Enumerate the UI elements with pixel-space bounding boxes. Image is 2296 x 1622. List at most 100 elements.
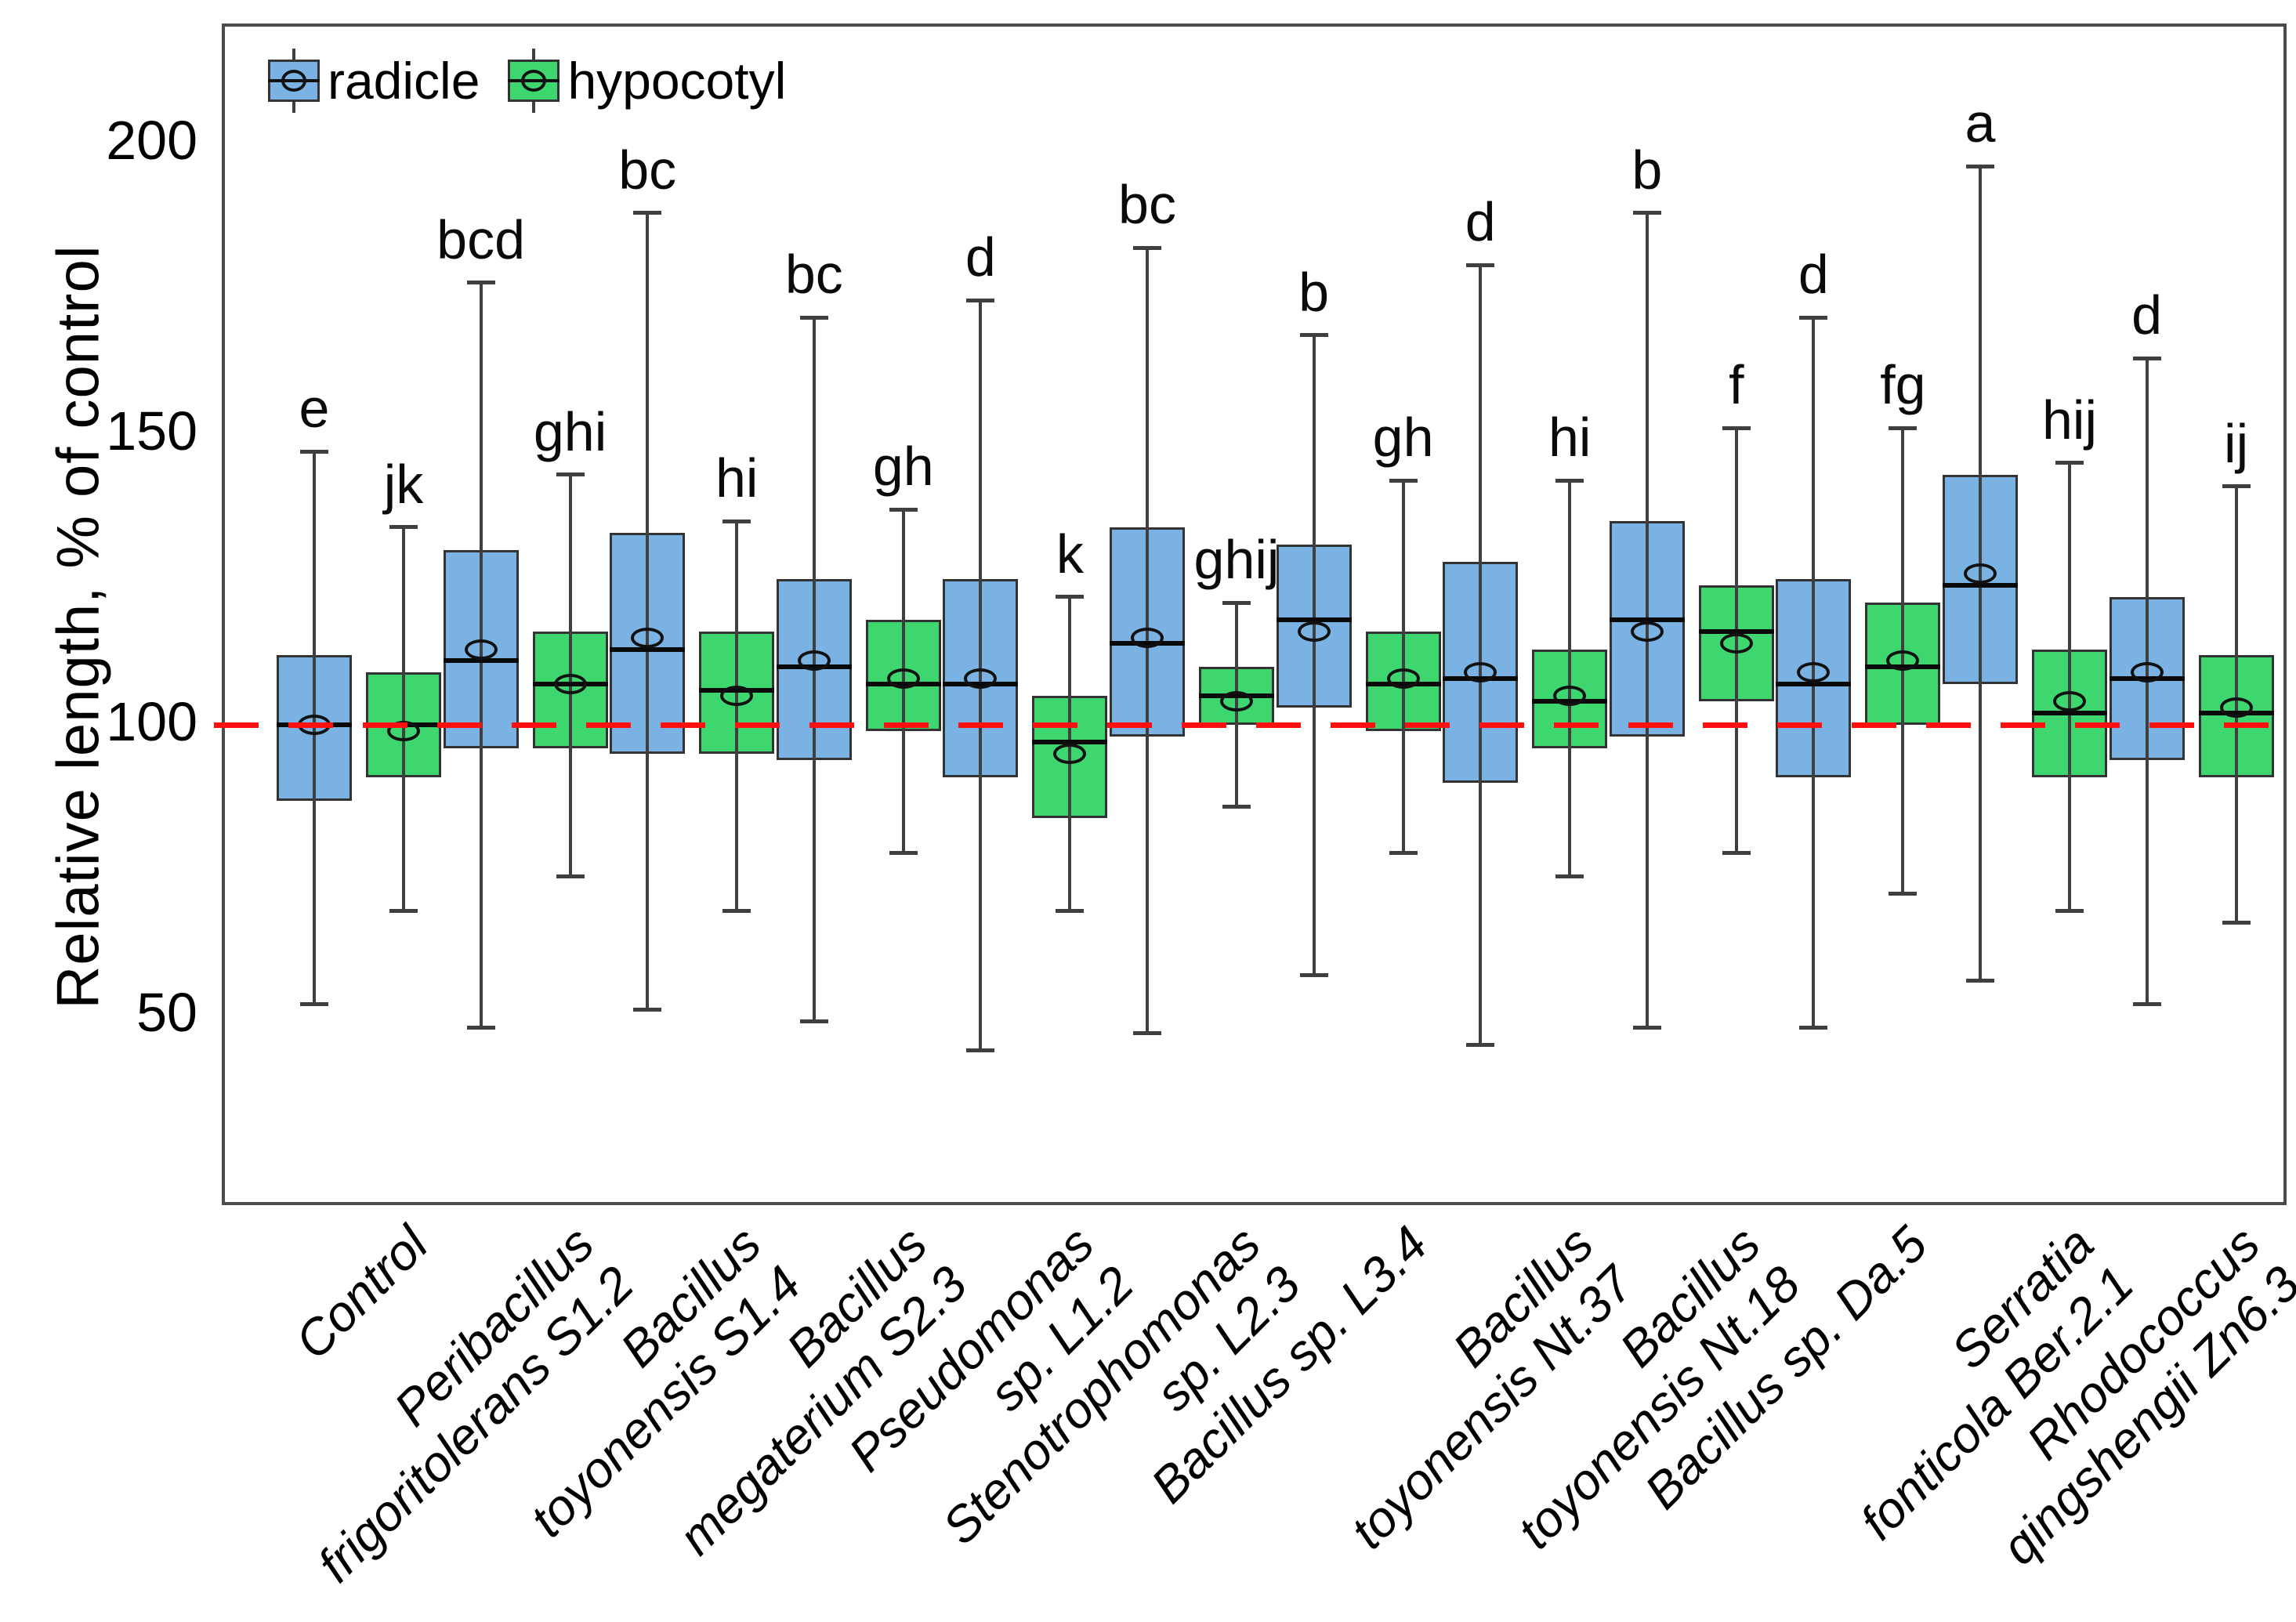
hypocotyl-significance-letter: hi bbox=[715, 447, 759, 509]
radicle-significance-letter: d bbox=[1798, 244, 1829, 306]
y-tick-label: 100 bbox=[106, 691, 197, 753]
radicle-mean-marker bbox=[464, 639, 498, 660]
hypocotyl-significance-letter: ij bbox=[2224, 412, 2249, 474]
radicle-median-line bbox=[1609, 617, 1685, 623]
hypocotyl-mean-marker bbox=[1053, 744, 1087, 765]
hypocotyl-significance-letter: hij bbox=[2041, 389, 2098, 451]
radicle-significance-letter: b bbox=[1631, 139, 1663, 201]
hypocotyl-whisker-cap bbox=[1056, 909, 1085, 914]
radicle-mean-marker bbox=[1464, 662, 1497, 683]
hypocotyl-whisker bbox=[2068, 462, 2071, 911]
hypocotyl-whisker-cap bbox=[1889, 891, 1918, 896]
radicle-whisker-cap bbox=[966, 298, 995, 302]
hypocotyl-whisker-cap bbox=[389, 909, 418, 914]
hypocotyl-whisker-cap bbox=[1555, 874, 1584, 878]
x-tick-label: Control bbox=[284, 1215, 439, 1370]
radicle-whisker-cap bbox=[1966, 164, 1994, 168]
hypocotyl-whisker-cap bbox=[2222, 484, 2251, 489]
radicle-whisker bbox=[1312, 335, 1316, 976]
radicle-whisker-cap bbox=[1632, 1025, 1661, 1030]
y-tick-label: 150 bbox=[106, 400, 197, 462]
hypocotyl-whisker-cap bbox=[889, 850, 918, 855]
hypocotyl-significance-letter: gh bbox=[1372, 407, 1434, 469]
radicle-significance-letter: d bbox=[1465, 191, 1496, 253]
hypocotyl-mean-marker bbox=[553, 674, 587, 695]
hypocotyl-whisker-cap bbox=[556, 472, 585, 477]
hypocotyl-whisker-cap bbox=[2222, 921, 2251, 925]
radicle-whisker-cap bbox=[1299, 972, 1328, 977]
radicle-whisker bbox=[1479, 265, 1483, 1045]
legend-item-radicle: radicle bbox=[268, 49, 480, 113]
radicle-whisker-cap bbox=[300, 449, 328, 454]
y-axis-title: Relative length, % of control bbox=[45, 244, 112, 1009]
hypocotyl-whisker-cap bbox=[1056, 595, 1085, 599]
hypocotyl-mean-marker bbox=[1553, 685, 1587, 706]
reference-line-100pct bbox=[214, 722, 2283, 728]
hypocotyl-significance-letter: f bbox=[1729, 354, 1744, 416]
y-tick-label: 200 bbox=[106, 109, 197, 171]
hypocotyl-significance-letter: ghi bbox=[533, 400, 607, 462]
hypocotyl-whisker bbox=[402, 527, 405, 911]
hypocotyl-whisker-cap bbox=[1889, 425, 1918, 430]
radicle-median-line bbox=[610, 646, 686, 652]
radicle-whisker-cap bbox=[1799, 1025, 1828, 1030]
hypocotyl-significance-letter: ghij bbox=[1193, 529, 1280, 591]
legend-item-hypocotyl: hypocotyl bbox=[508, 49, 787, 113]
hypocotyl-whisker-cap bbox=[556, 874, 585, 878]
legend-label-hypocotyl: hypocotyl bbox=[567, 52, 787, 110]
hypocotyl-whisker-cap bbox=[1222, 600, 1251, 605]
radicle-whisker-cap bbox=[1466, 262, 1495, 267]
hypocotyl-whisker-cap bbox=[2055, 909, 2084, 914]
radicle-whisker-cap bbox=[799, 315, 828, 320]
radicle-significance-letter: bc bbox=[784, 244, 843, 306]
hypocotyl-whisker-cap bbox=[889, 507, 918, 512]
radicle-median-line bbox=[443, 658, 519, 664]
hypocotyl-whisker-cap bbox=[2055, 461, 2084, 465]
radicle-whisker-cap bbox=[466, 281, 495, 285]
radicle-median-line bbox=[1276, 617, 1352, 623]
hypocotyl-whisker-cap bbox=[1555, 478, 1584, 483]
radicle-median-line bbox=[1943, 582, 2018, 588]
radicle-mean-marker bbox=[797, 650, 831, 672]
hypocotyl-whisker-cap bbox=[722, 909, 751, 914]
hypocotyl-mean-marker bbox=[1719, 633, 1753, 654]
hypocotyl-mean-marker bbox=[1386, 668, 1420, 689]
radicle-whisker-cap bbox=[1466, 1043, 1495, 1047]
boxplot-glyph-icon bbox=[508, 49, 560, 113]
hypocotyl-significance-letter: k bbox=[1056, 523, 1084, 585]
radicle-whisker-cap bbox=[1966, 979, 1994, 983]
hypocotyl-mean-marker bbox=[1220, 691, 1253, 712]
radicle-significance-letter: bc bbox=[1118, 174, 1176, 236]
radicle-whisker-cap bbox=[1799, 315, 1828, 320]
hypocotyl-whisker-cap bbox=[1722, 425, 1751, 430]
radicle-whisker-cap bbox=[1299, 333, 1328, 338]
radicle-whisker-cap bbox=[633, 1008, 662, 1012]
radicle-significance-letter: bcd bbox=[436, 208, 526, 270]
radicle-whisker-cap bbox=[799, 1019, 828, 1024]
hypocotyl-whisker-cap bbox=[1389, 478, 1418, 483]
hypocotyl-median-line bbox=[1032, 740, 1108, 745]
legend: radicle hypocotyl bbox=[268, 49, 787, 113]
hypocotyl-whisker bbox=[735, 521, 739, 911]
radicle-median-line bbox=[1776, 682, 1852, 687]
hypocotyl-significance-letter: fg bbox=[1880, 354, 1926, 416]
radicle-whisker-cap bbox=[1133, 1031, 1161, 1036]
radicle-whisker-cap bbox=[2132, 1002, 2161, 1007]
hypocotyl-significance-letter: gh bbox=[872, 436, 934, 498]
radicle-significance-letter: e bbox=[299, 378, 330, 440]
hypocotyl-whisker-cap bbox=[1222, 804, 1251, 809]
y-tick-label: 50 bbox=[136, 982, 197, 1044]
radicle-mean-marker bbox=[1964, 563, 1997, 585]
radicle-significance-letter: d bbox=[965, 226, 996, 288]
hypocotyl-mean-marker bbox=[886, 668, 920, 689]
hypocotyl-whisker-cap bbox=[1389, 850, 1418, 855]
radicle-mean-marker bbox=[2130, 662, 2164, 683]
radicle-mean-marker bbox=[1630, 621, 1664, 643]
hypocotyl-mean-marker bbox=[2219, 697, 2253, 718]
hypocotyl-whisker bbox=[1401, 480, 1405, 853]
hypocotyl-median-line bbox=[1698, 629, 1774, 635]
radicle-whisker-cap bbox=[1632, 211, 1661, 215]
hypocotyl-significance-letter: hi bbox=[1548, 407, 1592, 469]
plot-area: radicle hypocotyl e jk bcd ghi bc hi bc gh d k bc g… bbox=[214, 24, 2287, 1205]
